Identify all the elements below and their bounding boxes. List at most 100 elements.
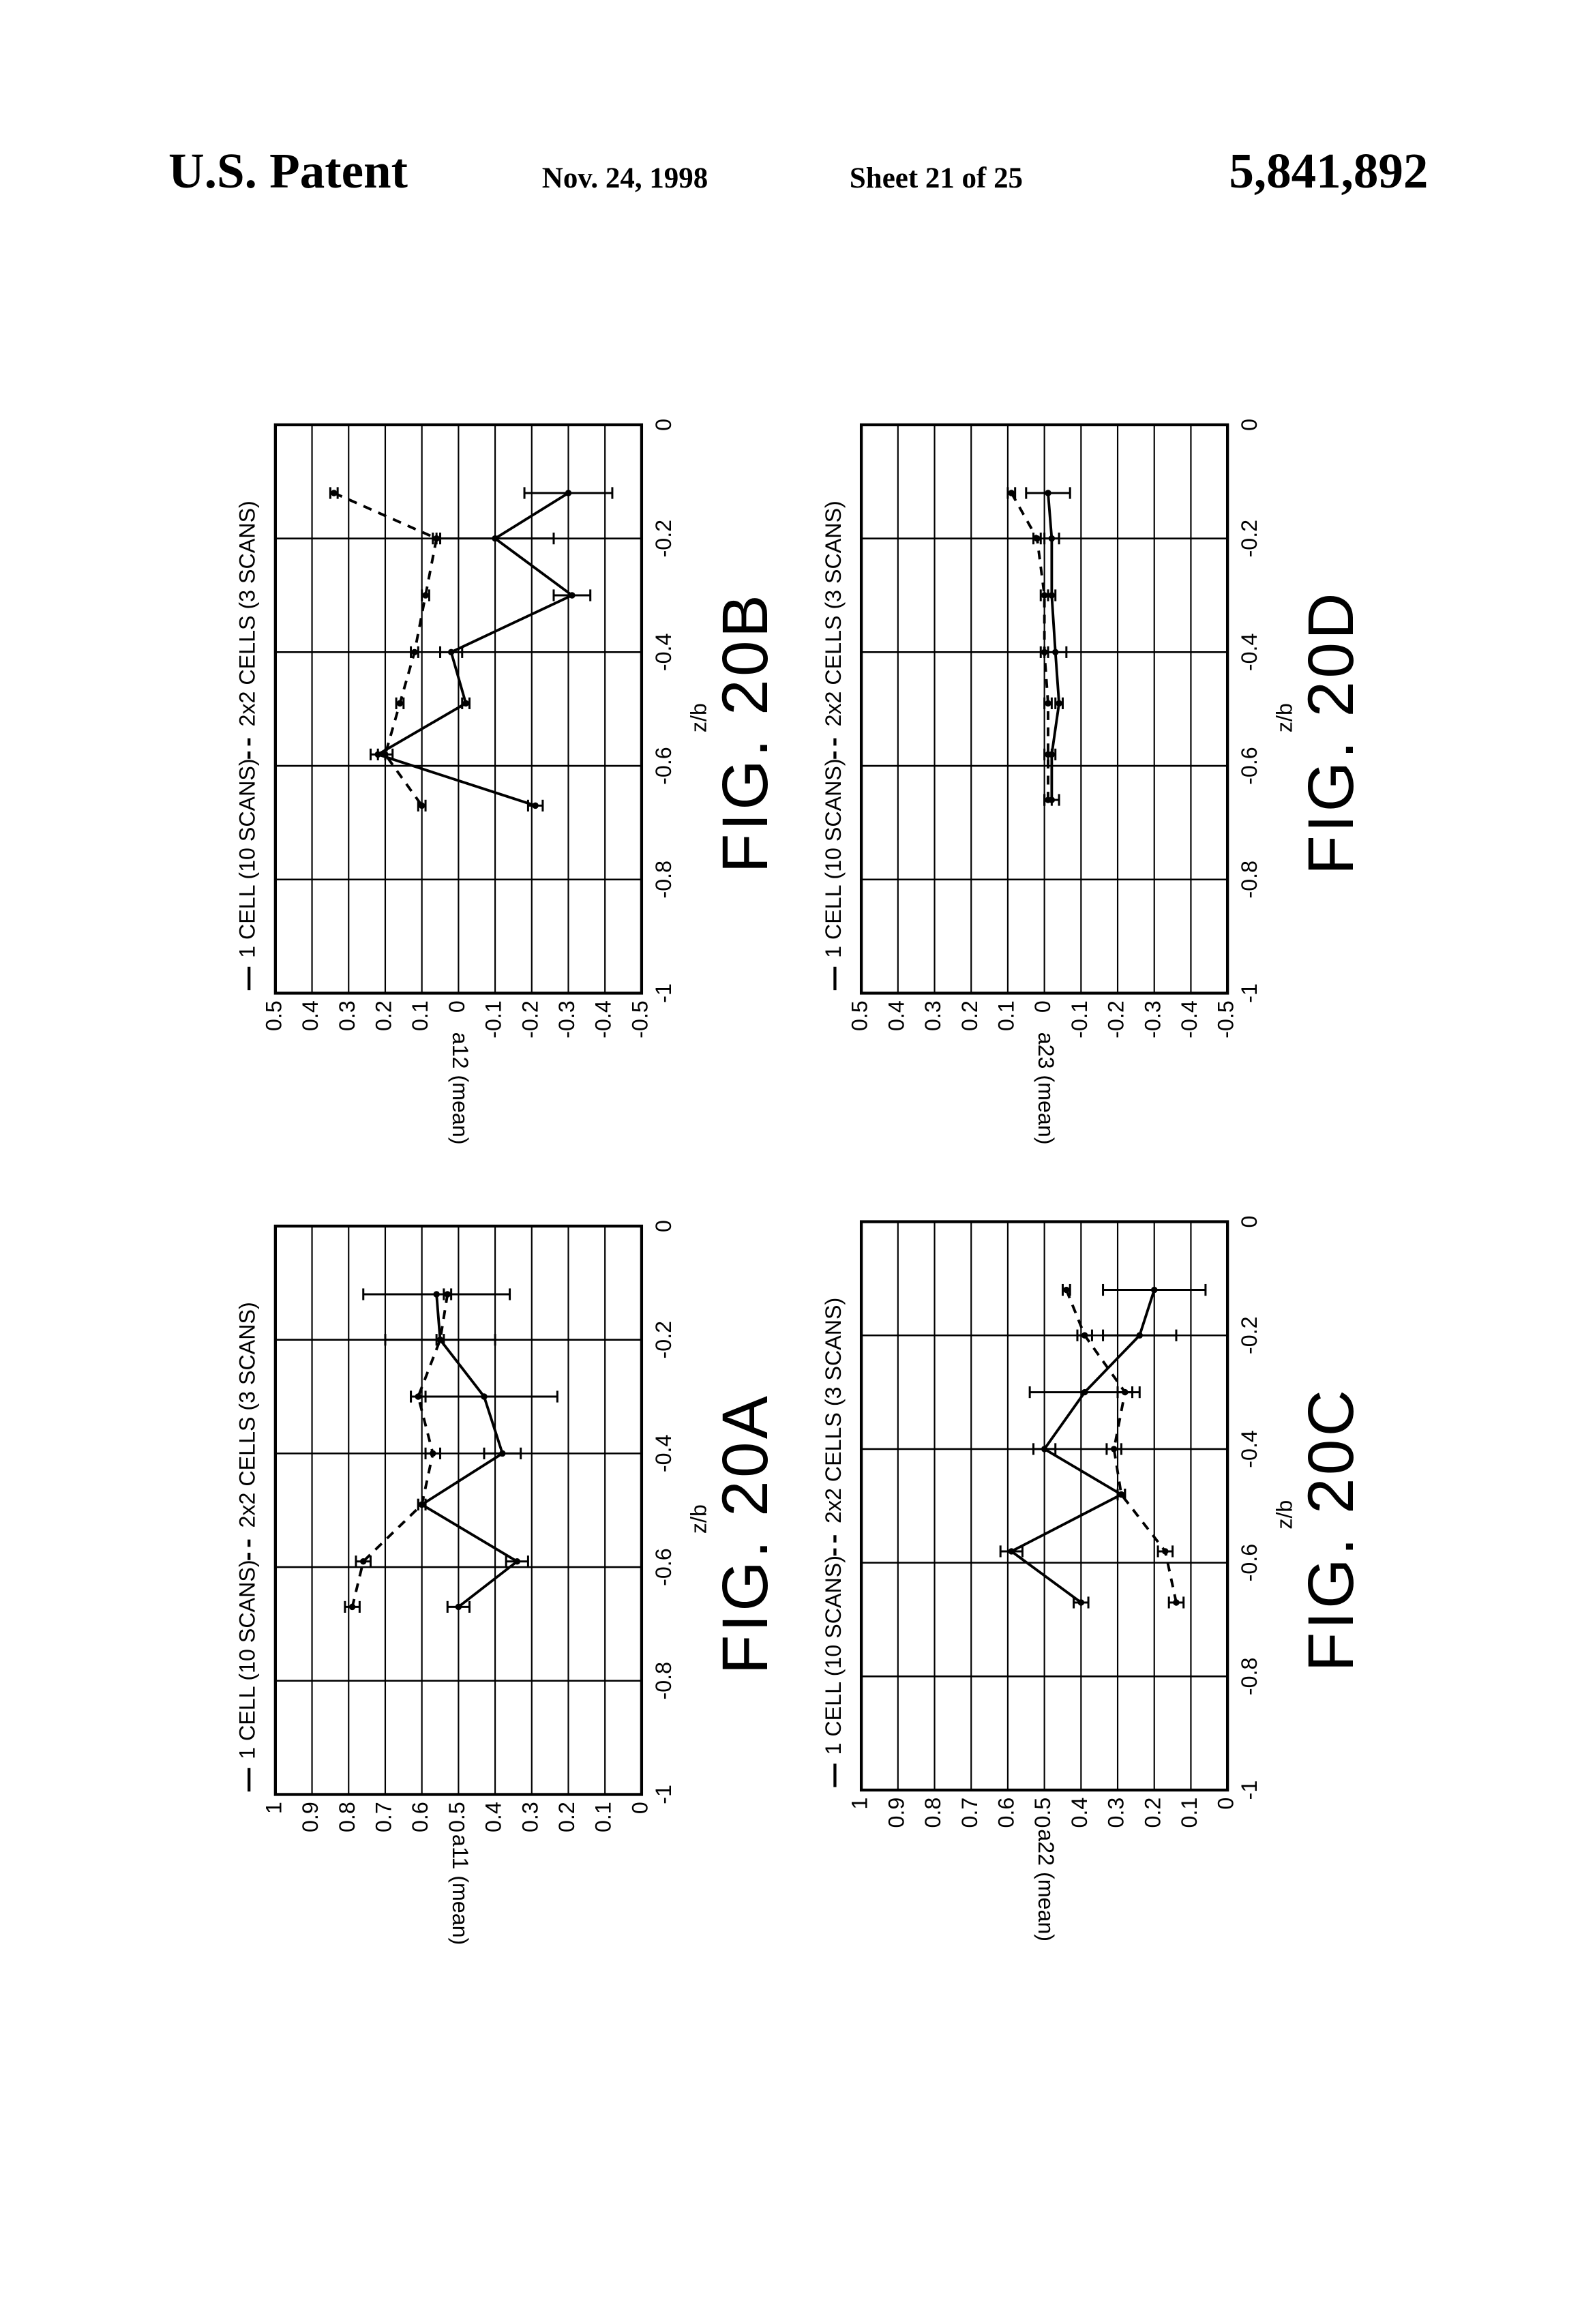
y-tick-label: 0.3 [335,1000,359,1031]
y-tick-label: 0.5 [1030,1798,1055,1828]
data-point [1045,796,1051,803]
data-point [430,1450,436,1457]
y-tick-label: 0.9 [884,1798,908,1828]
y-tick-label: 0 [627,1802,652,1814]
data-point [456,1604,462,1610]
y-tick-label: 1 [261,1802,286,1814]
y-tick-label: -0.2 [518,1000,542,1039]
y-tick-label: 0.1 [1177,1798,1202,1828]
data-point [1081,1389,1088,1395]
x-tick-label: -0.4 [1237,1430,1262,1468]
data-point [419,1502,425,1508]
y-tick-label: 0.3 [921,1000,945,1031]
data-point [1118,1491,1124,1498]
data-point [1111,1446,1117,1452]
data-point [1081,1332,1088,1339]
chart: -1-0.8-0.6-0.4-0.2000.10.20.30.40.50.60.… [821,1216,1367,1941]
data-point [419,803,425,809]
x-tick-label: -0.6 [651,747,676,785]
data-point [1122,1389,1128,1395]
x-tick-label: -0.2 [651,520,676,558]
y-tick-label: 0.3 [518,1802,542,1832]
data-point [565,490,571,496]
data-point [532,803,538,809]
data-point [1045,751,1051,758]
y-tick-label: 0 [1214,1798,1238,1810]
y-tick-label: 0.2 [1140,1798,1165,1828]
legend-label: 2x2 CELLS (3 SCANS) [821,501,846,726]
y-tick-label: -0.2 [1104,1000,1129,1039]
y-tick-label: 0.8 [921,1798,945,1828]
data-point [569,592,575,598]
x-tick-label: -0.8 [651,861,676,899]
legend-label: 2x2 CELLS (3 SCANS) [235,1302,260,1528]
y-tick-label: 0.4 [884,1000,908,1031]
x-tick-label: -0.8 [1237,1658,1262,1696]
y-tick-label: 0 [445,1000,469,1013]
y-tick-label: 0.4 [481,1802,506,1832]
legend-label: 2x2 CELLS (3 SCANS) [235,501,260,726]
header-left: U.S. Patent [168,143,408,198]
x-tick-label: -1 [651,1785,676,1804]
data-point [492,535,498,541]
data-point [499,1450,505,1457]
data-point [1078,1599,1084,1605]
y-tick-label: 0.8 [335,1802,359,1832]
x-tick-label: 0 [651,1220,676,1232]
data-point [397,700,403,706]
data-point [415,1393,421,1399]
data-point [1045,700,1051,706]
y-tick-label: 0.4 [298,1000,323,1031]
legend-label: 2x2 CELLS (3 SCANS) [821,1298,846,1523]
y-tick-label: 0.2 [554,1802,579,1832]
x-tick-label: 0 [1237,1216,1262,1228]
data-point [514,1558,520,1564]
data-point [445,1291,451,1297]
x-axis-label: z/b [686,1504,711,1534]
data-point [433,1291,439,1297]
y-tick-label: -0.1 [1067,1000,1092,1039]
x-tick-label: -0.6 [1237,747,1262,785]
x-tick-label: 0 [1237,419,1262,431]
header-sheet: Sheet 21 of 25 [850,162,1023,194]
data-point [1049,592,1055,598]
y-tick-label: 0.9 [298,1802,323,1832]
legend-label: 1 CELL (10 SCANS) [821,758,846,957]
y-tick-label: -0.5 [627,1000,652,1039]
data-point [411,649,417,655]
y-tick-label: -0.3 [554,1000,579,1039]
data-point [1056,700,1062,706]
chart: -1-0.8-0.6-0.4-0.2000.10.20.30.40.50.60.… [235,1220,781,1945]
y-axis-label: a11 (mean) [448,1834,473,1945]
y-tick-label: 0.5 [848,1000,872,1031]
y-tick-label: -0.4 [591,1000,616,1039]
data-point [1173,1599,1179,1605]
y-tick-label: -0.4 [1177,1000,1202,1039]
data-point [1151,1287,1157,1293]
x-tick-label: -0.8 [651,1662,676,1700]
data-point [1137,1332,1143,1339]
x-tick-label: -0.6 [1237,1544,1262,1582]
x-tick-label: -0.4 [651,1435,676,1473]
x-tick-label: -1 [1237,983,1262,1003]
data-point [448,649,454,655]
x-tick-label: -0.2 [651,1321,676,1359]
data-point [1049,535,1055,541]
y-tick-label: 0.1 [994,1000,1018,1031]
data-point [422,592,428,598]
data-point [1052,649,1058,655]
data-point [360,1558,366,1564]
data-point [1045,490,1051,496]
figure-title: FIG. 20B [709,592,781,874]
y-tick-label: 0.4 [1067,1798,1092,1828]
y-tick-label: 0.7 [371,1802,395,1832]
x-tick-label: 0 [651,419,676,431]
x-axis-label: z/b [686,703,711,732]
data-point [382,751,388,758]
data-point [1009,1548,1015,1554]
legend-label: 1 CELL (10 SCANS) [235,758,260,957]
y-tick-label: -0.5 [1214,1000,1238,1039]
y-tick-label: 0 [1030,1000,1055,1013]
